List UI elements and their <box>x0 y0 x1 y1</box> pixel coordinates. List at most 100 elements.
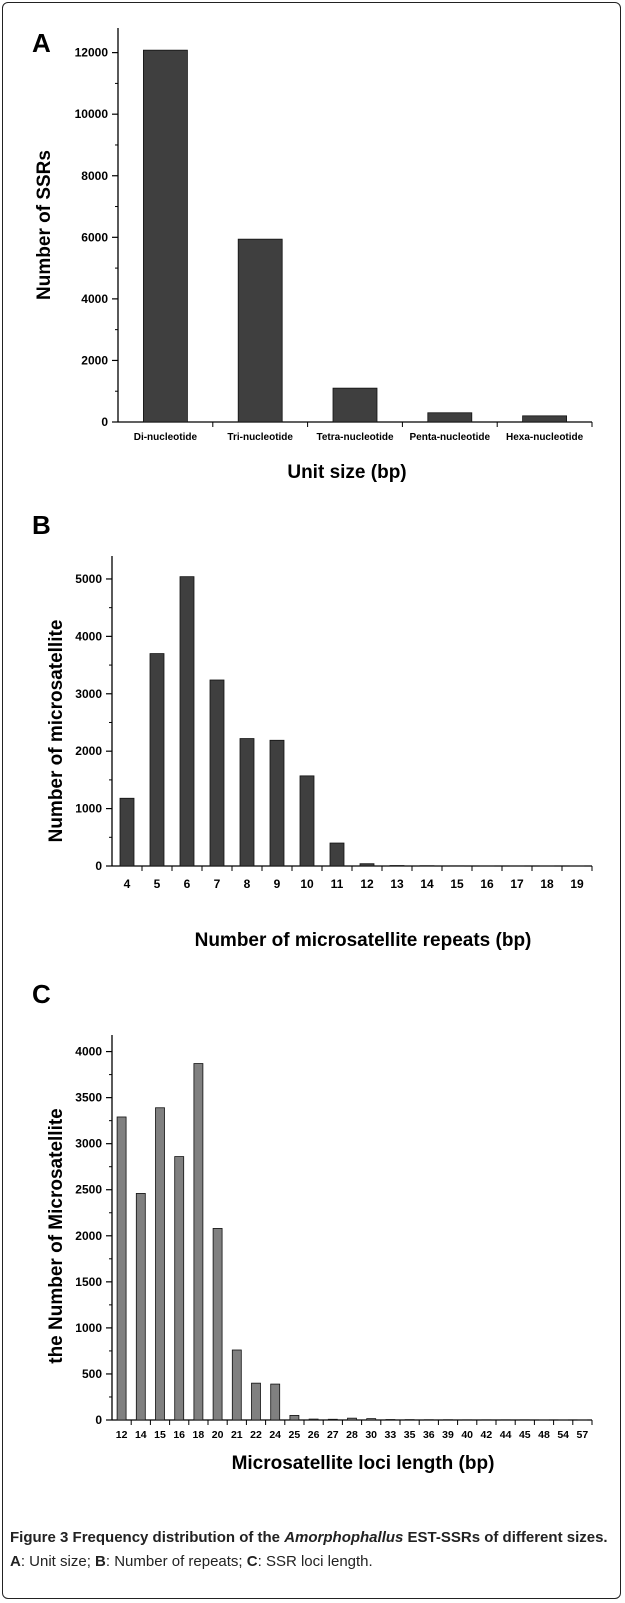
panel-c-xtick-label: 44 <box>500 1429 512 1441</box>
panel-b-xtick-label: 16 <box>480 877 494 891</box>
panel-c-bar <box>212 1228 223 1421</box>
caption-title-pre: Frequency distribution of the <box>68 1529 285 1546</box>
panel-c-bar <box>327 1418 338 1421</box>
panel-c-ytick-label: 500 <box>82 1367 102 1381</box>
caption-title-post: EST-SSRs of different sizes. <box>403 1529 608 1546</box>
caption-part-b-text: : Number of repeats; <box>105 1553 247 1570</box>
charts-svg: A Number of SSRs 02000400060008000100001… <box>32 28 593 1474</box>
panel-b-xtick-label: 7 <box>214 877 221 891</box>
panel-b-xtick-label: 8 <box>244 877 251 891</box>
panel-c-ytick-label: 1500 <box>75 1275 102 1289</box>
panel-b-xtick-label: 10 <box>300 877 314 891</box>
panel-b-bars <box>119 576 585 867</box>
panel-c-bar <box>155 1107 165 1421</box>
panel-a-xtick-label: Tetra-nucleotide <box>316 432 393 443</box>
panel-a-bars <box>142 49 567 423</box>
panel-b-ytick-label: 2000 <box>75 744 102 758</box>
panel-b-bar <box>179 576 195 867</box>
panel-c-bar <box>174 1156 185 1421</box>
caption-figure-label: Figure 3 <box>10 1529 69 1546</box>
panel-a-xtick-label: Hexa-nucleotide <box>506 432 584 443</box>
panel-c-bar <box>116 1116 127 1421</box>
panel-c-ytick-label: 4000 <box>75 1045 102 1059</box>
panel-c-ytick-label: 3000 <box>75 1137 102 1151</box>
panel-c-bar <box>251 1382 261 1421</box>
panel-b-xlabel: Number of microsatellite repeats (bp) <box>195 930 532 951</box>
panel-b-ytick-label: 3000 <box>75 687 102 701</box>
caption-part-c-text: : SSR loci length. <box>257 1553 373 1570</box>
panel-c-bars <box>116 1063 588 1421</box>
panel-b-bar <box>359 863 375 867</box>
panel-c-xtick-label: 24 <box>269 1429 281 1441</box>
panel-c-xtick-label: 20 <box>212 1429 224 1441</box>
figure-caption: Figure 3 Frequency distribution of the A… <box>10 1526 610 1574</box>
panel-c-xtick-label: 16 <box>173 1429 185 1441</box>
panel-b-bar <box>299 775 315 867</box>
panel-c-ytick-label: 3500 <box>75 1091 102 1105</box>
panel-a-ylabel: Number of SSRs <box>34 150 55 300</box>
panel-a-x-ticks: Di-nucleotide Tri-nucleotide Tetra-nucleot… <box>134 422 593 443</box>
caption-part-a-text: : Unit size; <box>20 1553 96 1570</box>
panel-c-xtick-label: 30 <box>365 1429 377 1441</box>
panel-b-letter: B <box>32 510 51 540</box>
panel-c-xtick-label: 42 <box>481 1429 493 1441</box>
panel-a-bar <box>142 49 188 423</box>
panel-c-xtick-label: 36 <box>423 1429 435 1441</box>
panel-b-ytick-label: 1000 <box>75 802 102 816</box>
panel-a-letter: A <box>32 28 51 58</box>
panel-a-ytick-label: 8000 <box>81 169 108 183</box>
panel-b-xtick-label: 17 <box>510 877 524 891</box>
panel-c-bar <box>231 1349 242 1421</box>
panel-b-xtick-label: 18 <box>540 877 554 891</box>
panel-c-bar <box>308 1418 319 1421</box>
panel-b-xtick-label: 6 <box>184 877 191 891</box>
panel-a-bar <box>522 415 567 423</box>
panel-a-ytick-label: 6000 <box>81 230 108 244</box>
panel-a-bar <box>427 412 473 423</box>
panel-b-bar <box>119 797 135 867</box>
panel-b-xtick-label: 9 <box>274 877 281 891</box>
panel-c-bar <box>347 1417 357 1421</box>
panel-a-xtick-label: Penta-nucleotide <box>410 432 491 443</box>
panel-a-ytick-label: 10000 <box>75 107 109 121</box>
panel-a-xtick-label: Di-nucleotide <box>134 432 198 443</box>
panel-b-x-ticks: 4 5 6 7 8 9 10 11 12 13 14 15 16 17 18 19 <box>124 866 593 891</box>
panel-c-xtick-label: 18 <box>193 1429 205 1441</box>
panel-c-xtick-label: 40 <box>461 1429 473 1441</box>
panel-c-xtick-label: 54 <box>557 1429 569 1441</box>
panel-a-ytick-label: 0 <box>101 415 108 429</box>
panel-a-ytick-label: 12000 <box>75 46 109 60</box>
panel-b-xtick-label: 14 <box>420 877 434 891</box>
panel-c-xtick-label: 33 <box>385 1429 397 1441</box>
panel-b-xtick-label: 19 <box>570 877 584 891</box>
panel-c-xlabel: Microsatellite loci length (bp) <box>232 1453 495 1474</box>
panel-c-xtick-label: 48 <box>538 1429 550 1441</box>
panel-b-xtick-label: 12 <box>360 877 374 891</box>
panel-b-xtick-label: 11 <box>331 877 344 891</box>
panel-c-bar <box>366 1418 377 1421</box>
panel-a-xlabel: Unit size (bp) <box>287 462 406 483</box>
panel-b-bar <box>329 842 345 867</box>
panel-a-y-ticks: 0 2000 4000 6000 8000 10000 12000 <box>75 28 592 429</box>
panel-b-ytick-label: 5000 <box>75 572 102 586</box>
panel-c-xtick-label: 35 <box>404 1429 416 1441</box>
panel-c-xtick-label: 27 <box>327 1429 339 1441</box>
panel-c-x-ticks: 12 14 15 16 18 20 21 22 24 25 26 27 28 30 33 35 36 39 40 42… <box>116 1420 593 1441</box>
panel-b-bar <box>239 738 255 867</box>
panel-c-xtick-label: 14 <box>135 1429 147 1441</box>
panel-c-xtick-label: 57 <box>577 1429 589 1441</box>
panel-c-ytick-label: 0 <box>95 1413 102 1427</box>
panel-b-xtick-label: 13 <box>390 877 404 891</box>
panel-c-xtick-label: 28 <box>346 1429 358 1441</box>
panel-c-xtick-label: 39 <box>442 1429 454 1441</box>
panel-a-ytick-label: 4000 <box>81 292 108 306</box>
panel-b-xtick-label: 15 <box>450 877 464 891</box>
panel-b-bar <box>209 679 225 867</box>
panel-c-xtick-label: 12 <box>116 1429 128 1441</box>
panel-c-xtick-label: 15 <box>154 1429 166 1441</box>
panel-a: A Number of SSRs 0 2000 4000 6000 8000 10000 1… <box>32 28 593 483</box>
panel-b-xtick-label: 4 <box>124 877 131 891</box>
panel-c-ytick-label: 2000 <box>75 1229 102 1243</box>
panel-b-xtick-label: 5 <box>154 877 161 891</box>
panel-c-bar <box>193 1063 204 1421</box>
